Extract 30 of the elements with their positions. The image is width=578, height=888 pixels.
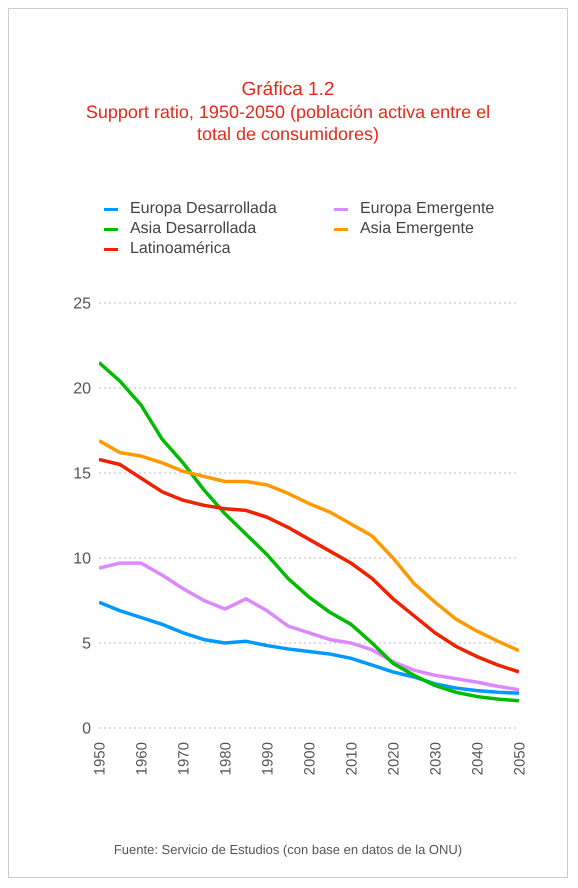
- x-tick-label: 2000: [301, 742, 318, 776]
- x-tick-label: 2020: [385, 742, 402, 776]
- legend-label: Asia Desarrollada: [130, 220, 256, 238]
- chart-subtitle: Support ratio, 1950-2050 (población activa entre el total de consumidores): [84, 101, 492, 145]
- line-series: [99, 438, 519, 652]
- y-tick-label: 15: [73, 466, 92, 483]
- y-tick-label: 5: [82, 636, 92, 653]
- y-tick-label: 25: [73, 296, 92, 313]
- x-tick-label: 1970: [175, 742, 192, 776]
- x-tick-label: 2050: [511, 742, 528, 776]
- x-tick-label: 2030: [427, 742, 444, 776]
- x-tick-label: 1980: [217, 742, 234, 776]
- x-tick-label: 1990: [259, 742, 276, 776]
- line-series: [99, 458, 519, 674]
- x-tick-label: 2010: [343, 742, 360, 776]
- legend-label: Europa Desarrollada: [130, 200, 277, 218]
- x-tick-label: 1960: [133, 742, 150, 776]
- chart-title: Gráfica 1.2: [240, 79, 336, 101]
- x-tick-label: 2040: [469, 742, 486, 776]
- legend-label: Latinoamérica: [130, 240, 230, 258]
- legend-label: Asia Emergente: [360, 220, 474, 238]
- line-series: [99, 360, 519, 703]
- line-series: [99, 561, 519, 692]
- line-series: [99, 600, 519, 695]
- y-tick-label: 10: [73, 550, 92, 568]
- y-tick-label: 20: [73, 380, 92, 398]
- legend-label: Europa Emergente: [360, 200, 494, 218]
- x-tick-label: 1950: [91, 742, 108, 776]
- y-tick-label: 0: [82, 720, 92, 738]
- source-note: Fuente: Servicio de Estudios (con base en datos de la ONU): [112, 842, 464, 857]
